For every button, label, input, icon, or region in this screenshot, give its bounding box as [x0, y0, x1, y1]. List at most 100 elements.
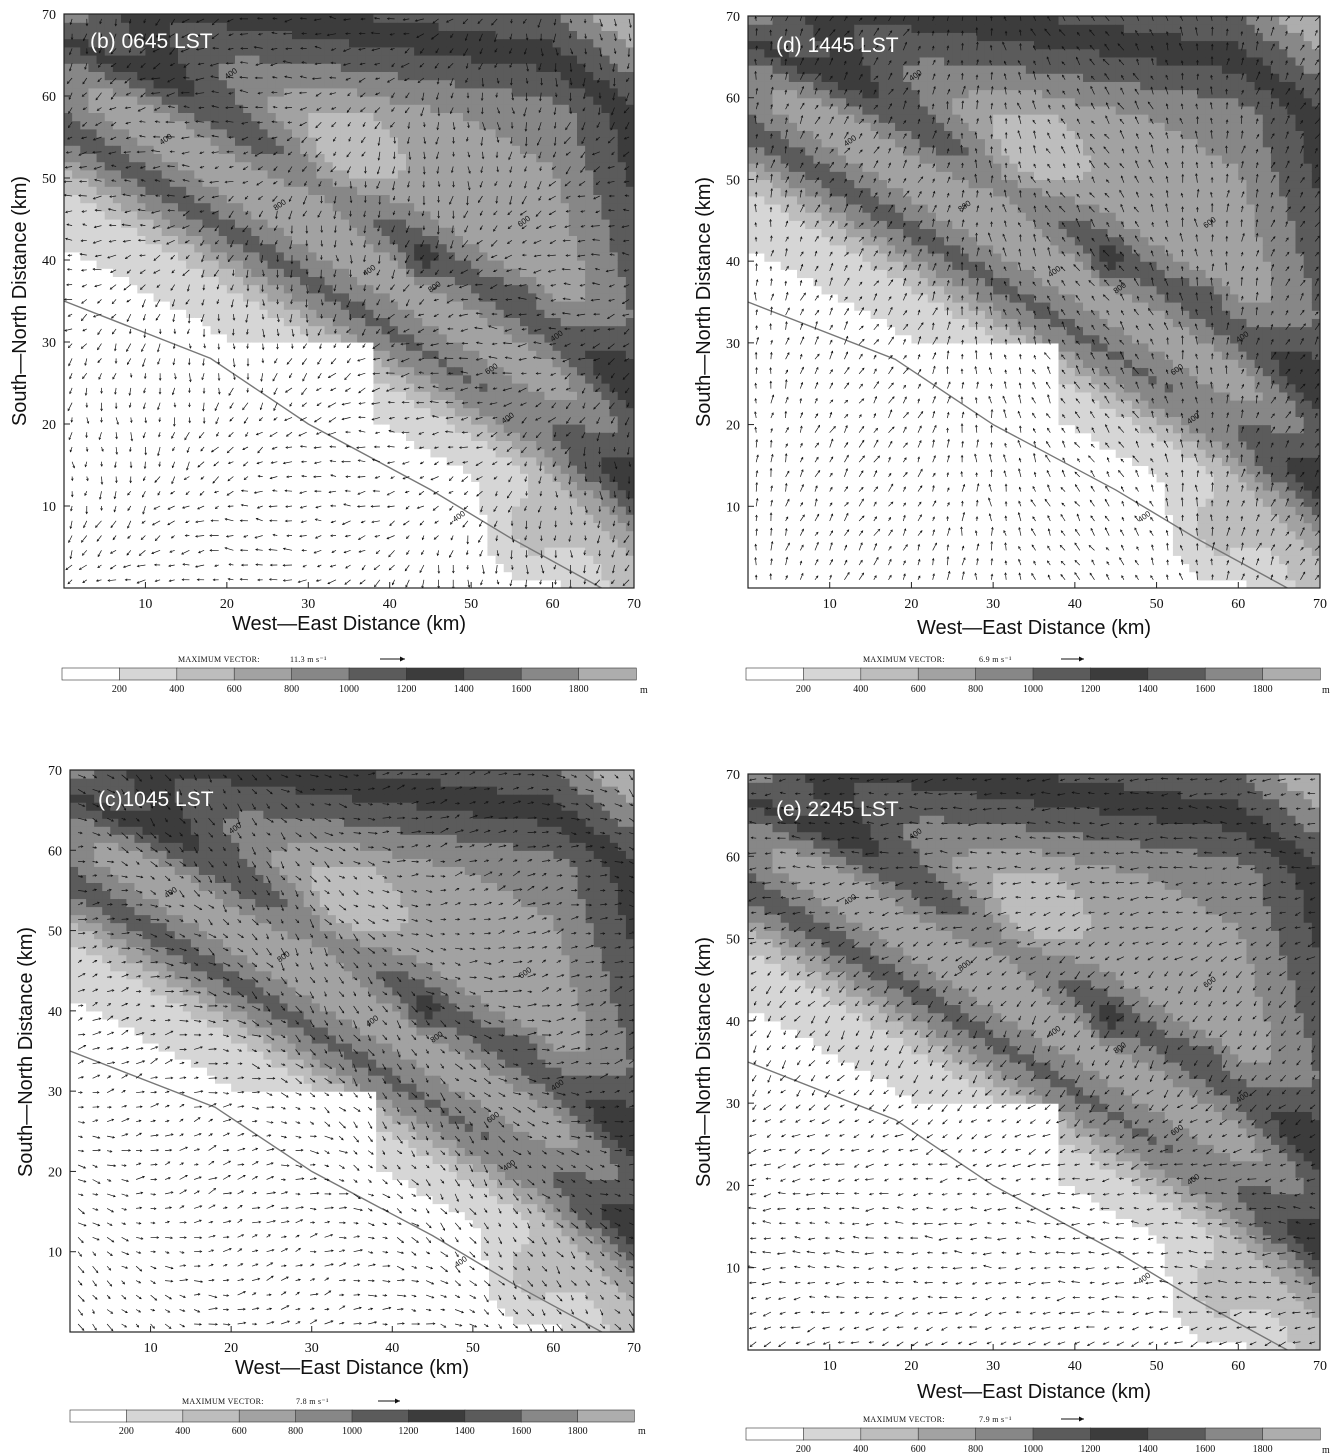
terrain-cell	[202, 227, 212, 236]
terrain-cell	[226, 235, 236, 245]
terrain-cell	[422, 260, 432, 269]
terrain-cell	[414, 186, 423, 195]
terrain-cell	[609, 194, 619, 204]
terrain-cell	[340, 153, 350, 163]
terrain-cell	[267, 284, 277, 294]
terrain-cell	[422, 79, 432, 89]
terrain-cell	[96, 571, 106, 581]
terrain-cell	[300, 415, 309, 425]
terrain-cell	[544, 284, 554, 294]
terrain-cell	[153, 22, 163, 31]
terrain-cell	[528, 243, 537, 253]
terrain-cell	[161, 38, 171, 48]
terrain-cell	[186, 104, 195, 113]
terrain-cell	[520, 145, 529, 154]
terrain-cell	[202, 342, 212, 351]
terrain-cell	[373, 186, 383, 195]
terrain-cell	[275, 317, 285, 327]
terrain-cell	[487, 268, 497, 277]
terrain-cell	[495, 169, 505, 179]
terrain-cell	[479, 399, 489, 409]
terrain-cell	[463, 227, 472, 236]
terrain-cell	[226, 309, 236, 318]
terrain-cell	[104, 514, 114, 523]
terrain-cell	[397, 186, 407, 195]
terrain-cell	[397, 489, 407, 499]
terrain-cell	[544, 383, 554, 392]
terrain-cell	[503, 38, 513, 48]
terrain-cell	[503, 22, 513, 31]
terrain-cell	[365, 137, 375, 146]
terrain-cell	[104, 563, 114, 573]
terrain-cell	[153, 301, 163, 310]
terrain-cell	[267, 571, 277, 581]
terrain-cell	[178, 153, 187, 163]
terrain-cell	[373, 407, 383, 417]
terrain-cell	[202, 235, 212, 245]
terrain-cell	[259, 317, 269, 327]
terrain-cell	[226, 227, 236, 236]
terrain-cell	[283, 145, 293, 154]
terrain-cell	[609, 530, 619, 540]
terrain-cell	[373, 194, 383, 204]
terrain-cell	[397, 178, 407, 187]
terrain-cell	[422, 456, 432, 466]
terrain-cell	[601, 465, 611, 474]
terrain-cell	[414, 538, 423, 548]
terrain-cell	[112, 22, 122, 31]
terrain-cell	[283, 383, 293, 392]
terrain-cell	[577, 432, 586, 441]
terrain-cell	[104, 292, 114, 302]
terrain-cell	[617, 292, 627, 302]
terrain-cell	[422, 530, 432, 540]
terrain-cell	[357, 538, 366, 548]
terrain-cell	[210, 325, 220, 335]
terrain-cell	[80, 120, 90, 130]
terrain-cell	[137, 194, 147, 204]
wind-vector	[67, 268, 73, 271]
terrain-cell	[153, 128, 163, 138]
terrain-cell	[292, 350, 301, 359]
terrain-cell	[528, 104, 537, 113]
terrain-cell	[406, 169, 415, 179]
terrain-cell	[397, 161, 407, 171]
terrain-cell	[406, 161, 415, 171]
terrain-cell	[194, 325, 204, 335]
terrain-cell	[145, 178, 155, 187]
terrain-cell	[528, 317, 537, 327]
terrain-cell	[438, 514, 448, 523]
terrain-cell	[422, 563, 432, 573]
terrain-cell	[430, 358, 440, 368]
terrain-cell	[316, 219, 326, 228]
terrain-cell	[601, 210, 611, 220]
terrain-cell	[365, 38, 375, 48]
terrain-cell	[121, 555, 130, 564]
terrain-cell	[560, 210, 570, 220]
terrain-cell	[397, 268, 407, 277]
terrain-cell	[471, 571, 480, 581]
terrain-cell	[397, 333, 407, 343]
terrain-cell	[235, 235, 244, 245]
terrain-cell	[617, 456, 627, 466]
terrain-cell	[324, 63, 334, 72]
terrain-cell	[495, 506, 505, 515]
terrain-cell	[503, 432, 513, 441]
terrain-cell	[471, 465, 480, 474]
terrain-cell	[495, 30, 505, 40]
terrain-cell	[536, 563, 546, 573]
terrain-cell	[316, 276, 326, 286]
terrain-cell	[259, 473, 269, 482]
terrain-cell	[528, 96, 537, 105]
terrain-cell	[283, 333, 293, 343]
terrain-cell	[585, 292, 594, 302]
terrain-cell	[438, 325, 448, 335]
terrain-cell	[422, 522, 432, 532]
terrain-cell	[406, 301, 415, 310]
terrain-cell	[365, 383, 375, 392]
terrain-cell	[324, 497, 334, 507]
terrain-cell	[414, 14, 423, 23]
terrain-cell	[585, 251, 594, 261]
terrain-cell	[210, 342, 220, 351]
terrain-cell	[153, 243, 163, 253]
terrain-cell	[104, 333, 114, 343]
